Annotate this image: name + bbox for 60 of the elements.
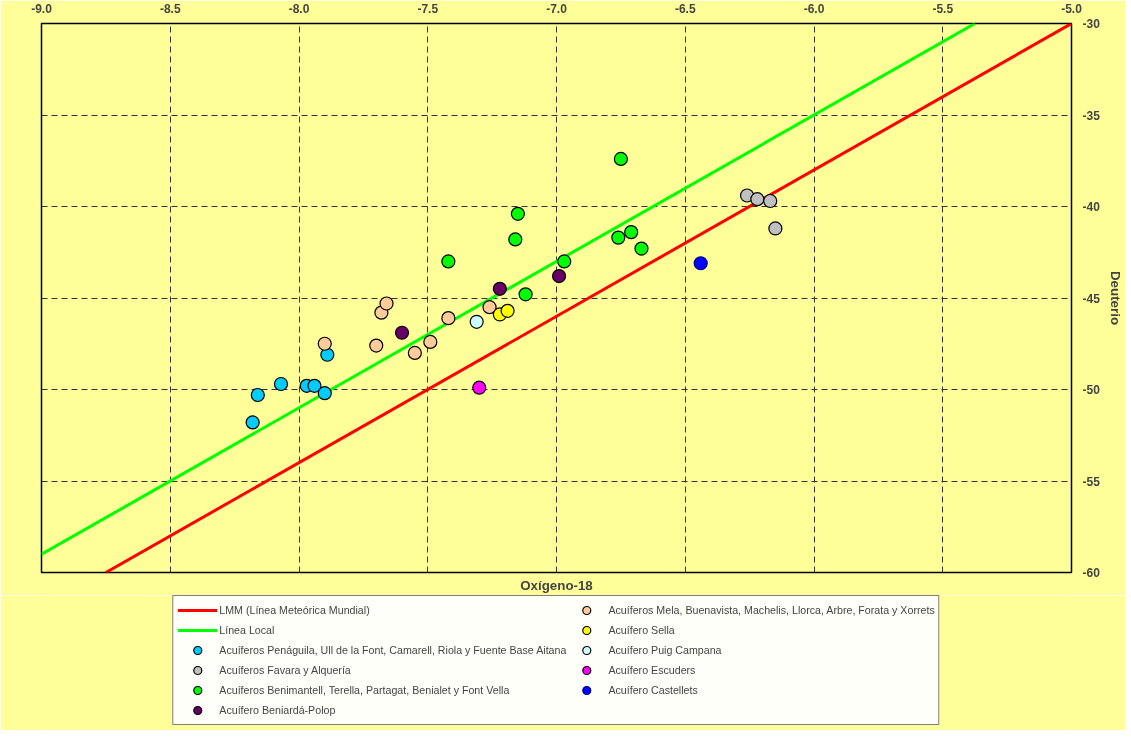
point <box>613 151 628 167</box>
point <box>245 415 260 430</box>
legend-label: Línea Local <box>219 623 275 638</box>
y-tick-label: -35 <box>1082 108 1101 123</box>
point <box>482 300 497 315</box>
x-tick-label: -6.0 <box>803 1 825 16</box>
point <box>250 387 265 403</box>
point <box>307 378 322 393</box>
y-tick-label: -60 <box>1082 566 1101 580</box>
point <box>634 241 649 256</box>
point <box>500 303 515 318</box>
point <box>551 268 567 284</box>
point <box>510 206 525 221</box>
point <box>763 193 778 209</box>
y-axis-title: Deuterio <box>1107 270 1123 326</box>
x-tick-label: -8.5 <box>159 1 181 16</box>
point <box>469 314 484 329</box>
point <box>557 254 572 269</box>
point <box>379 296 394 311</box>
legend-label: Acuíferos Mela, Buenavista, Machelis, Llorca, Arbre, Forata y Xorrets <box>608 603 935 618</box>
point <box>693 256 708 271</box>
x-tick-label: -7.5 <box>417 1 439 16</box>
legend-label: LMM (Línea Meteórica Mundial) <box>219 603 370 618</box>
point <box>768 221 783 236</box>
y-tick-label: -55 <box>1082 474 1101 489</box>
point <box>407 345 422 360</box>
point <box>369 338 384 353</box>
legend-label: Acuíferos Benimantell, Terella, Partagat, Benialet y Font Vella <box>219 683 510 698</box>
x-tick-label: -8.0 <box>288 1 310 16</box>
y-tick-label: -30 <box>1082 17 1101 31</box>
x-tick-label: -6.5 <box>674 1 696 16</box>
point <box>750 192 765 207</box>
x-tick-label: -9.0 <box>31 1 53 16</box>
legend-label: Acuíferos Favara y Alquería <box>219 663 351 678</box>
point <box>423 334 438 350</box>
point <box>394 325 410 340</box>
legend-label: Acuífero Escuders <box>608 663 696 678</box>
x-tick-label: -5.0 <box>1061 1 1083 16</box>
point <box>624 225 639 240</box>
y-tick-label: -50 <box>1082 383 1101 397</box>
legend-label: Acuíferos Penáguila, Ull de la Font, Camarell, Riola y Fuente Base Aitana <box>219 643 567 658</box>
x-tick-label: -7.0 <box>546 1 568 16</box>
legend-label: Acuífero Beniardá-Polop <box>219 703 336 718</box>
y-tick-label: -45 <box>1082 291 1101 306</box>
legend-label: Acuífero Sella <box>608 623 675 638</box>
point <box>317 386 332 401</box>
legend-label: Acuífero Castellets <box>608 683 698 698</box>
point <box>492 281 507 296</box>
x-axis-title: Oxígeno-18 <box>520 577 593 593</box>
x-tick-label: -5.5 <box>932 1 954 16</box>
point <box>611 230 626 245</box>
point <box>317 336 332 351</box>
point <box>472 380 487 395</box>
y-tick-label: -40 <box>1082 200 1101 214</box>
legend-label: Acuífero Puig Campana <box>608 643 722 658</box>
point <box>441 254 456 269</box>
point <box>273 376 289 392</box>
point <box>518 287 533 302</box>
point <box>508 232 523 247</box>
point <box>441 311 456 326</box>
